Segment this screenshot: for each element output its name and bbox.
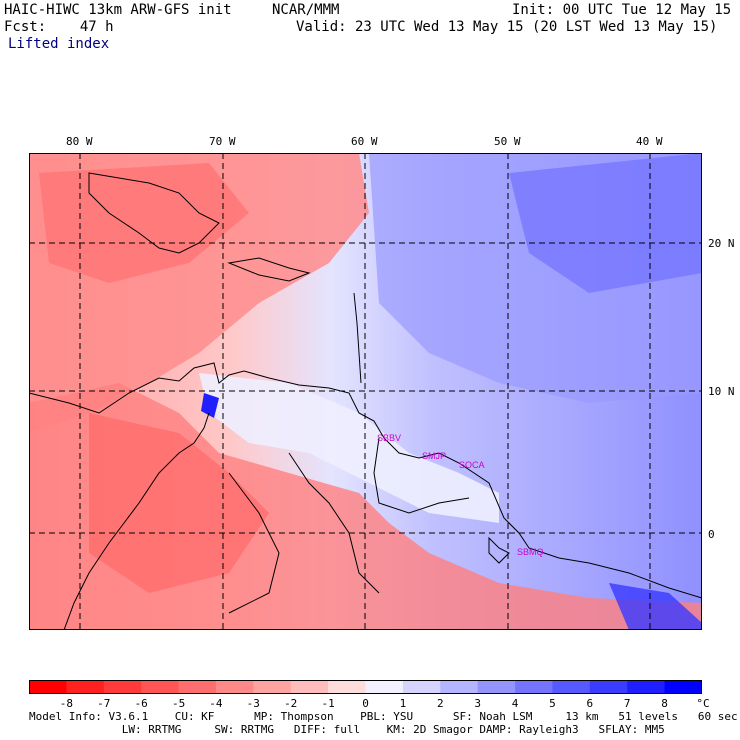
model-title: HAIC-HIWC 13km ARW-GFS init — [4, 2, 232, 18]
field-stable-core — [509, 153, 702, 293]
colorbar-tick-label: 1 — [399, 697, 407, 710]
colorbar-cell — [178, 680, 217, 694]
lon-label-80w: 80 W — [66, 135, 93, 148]
colorbar-cell — [440, 680, 479, 694]
colorbar-tick-label: 4 — [511, 697, 519, 710]
station-soca: SOCA — [459, 460, 485, 470]
colorbar-tick-label: -5 — [171, 697, 186, 710]
colorbar-cell — [365, 680, 404, 694]
colorbar-cell — [515, 680, 553, 694]
colorbar-cell — [253, 680, 292, 694]
colorbar-cell — [29, 680, 67, 694]
colorbar-frame — [29, 680, 702, 694]
lifted-index-map: SBBV SMJP SOCA SBMQ — [29, 153, 702, 630]
colorbar-tick-label: 7 — [623, 697, 631, 710]
colorbar-cell — [328, 680, 366, 694]
colorbar-cell — [477, 680, 516, 694]
forecast-hour: Fcst: 47 h — [4, 19, 114, 35]
field-stable-south — [609, 583, 702, 630]
colorbar-tick-label: 5 — [549, 697, 556, 710]
station-smjp: SMJP — [422, 451, 446, 461]
colorbar-cell — [402, 680, 441, 694]
lon-label-70w: 70 W — [209, 135, 236, 148]
colorbar-tick-label: -3 — [246, 697, 260, 710]
colorbar-cell — [66, 680, 105, 694]
colorbar-tick-label: 6 — [586, 697, 594, 710]
lat-label-20n: 20 N — [708, 237, 735, 250]
colorbar-tick-label: -6 — [134, 697, 148, 710]
colorbar-cell — [141, 680, 180, 694]
lon-label-60w: 60 W — [351, 135, 378, 148]
org-label: NCAR/MMM — [272, 2, 340, 18]
lon-label-50w: 50 W — [494, 135, 521, 148]
colorbar-cell — [290, 680, 329, 694]
colorbar-tick-label: -8 — [59, 697, 74, 710]
station-sbmq: SBMQ — [517, 547, 544, 557]
colorbar-tick-label: 0 — [362, 697, 369, 710]
station-labels: SBBV SMJP SOCA SBMQ — [377, 433, 544, 557]
model-info-line1: Model Info: V3.6.1 CU: KF MP: Thompson P… — [29, 710, 738, 723]
colorbar-cell — [589, 680, 628, 694]
colorbar-tick-label: -7 — [97, 697, 111, 710]
station-sbbv: SBBV — [377, 433, 401, 443]
colorbar — [29, 680, 702, 694]
field-stable-spot — [201, 393, 219, 418]
lat-label-0: 0 — [708, 528, 715, 541]
colorbar-unit: °C — [696, 697, 710, 710]
colorbar-tick-label: 8 — [661, 697, 668, 710]
field-neutral-band — [199, 373, 499, 523]
colorbar-cell — [627, 680, 666, 694]
lat-lon-grid — [29, 153, 702, 630]
lat-label-10n: 10 N — [708, 385, 735, 398]
map-frame — [29, 153, 702, 630]
field-unstable-andes — [89, 413, 269, 593]
colorbar-tick-label: 3 — [474, 697, 481, 710]
init-time: Init: 00 UTC Tue 12 May 15 — [512, 2, 732, 18]
colorbar-tick-label: 2 — [436, 697, 444, 710]
colorbar-tick-label: -4 — [209, 697, 223, 710]
colorbar-cell — [103, 680, 142, 694]
field-unstable-core — [39, 163, 249, 283]
model-info-line2: LW: RRTMG SW: RRTMG DIFF: full KM: 2D Sm… — [29, 723, 665, 736]
colorbar-cell — [552, 680, 591, 694]
colorbar-tick-label: -2 — [284, 697, 298, 710]
colorbar-tick-label: -1 — [321, 697, 335, 710]
valid-time: Valid: 23 UTC Wed 13 May 15 (20 LST Wed … — [296, 19, 718, 35]
coastlines — [29, 172, 702, 630]
colorbar-cell — [664, 680, 702, 694]
field-name: Lifted index — [8, 36, 110, 52]
lon-label-40w: 40 W — [636, 135, 663, 148]
colorbar-cell — [215, 680, 254, 694]
